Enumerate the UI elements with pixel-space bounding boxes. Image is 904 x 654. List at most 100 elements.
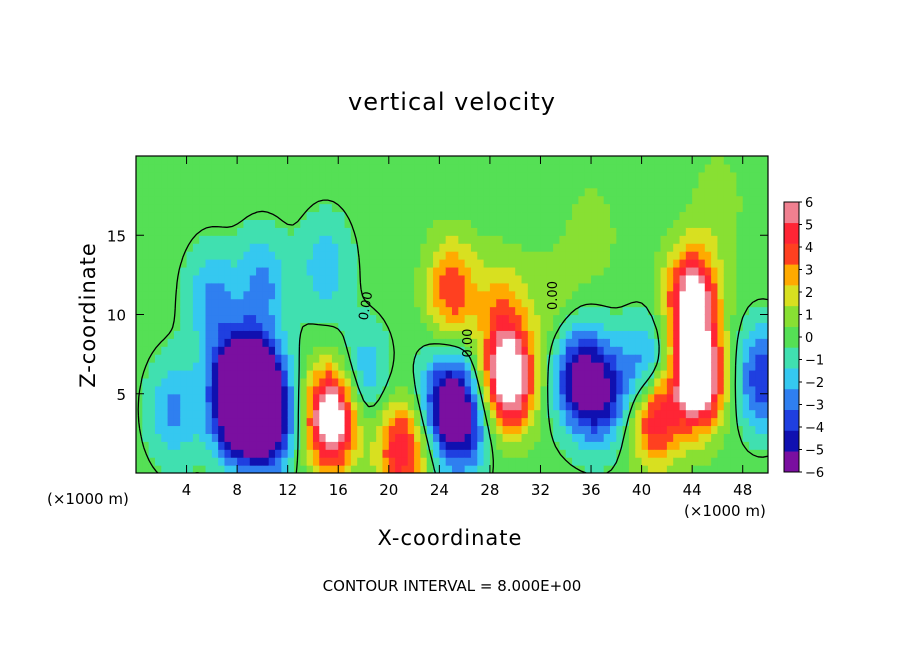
heatmap-cell <box>363 449 371 458</box>
heatmap-cell <box>698 219 706 228</box>
heatmap-cell <box>749 282 756 292</box>
heatmap-cell <box>673 179 681 189</box>
heatmap-cell <box>205 274 213 284</box>
heatmap-cell <box>723 314 731 324</box>
heatmap-cell <box>515 235 523 244</box>
heatmap-cell <box>382 401 390 411</box>
heatmap-cell <box>319 290 327 300</box>
heatmap-cell <box>496 203 504 213</box>
heatmap-cell <box>199 393 207 403</box>
heatmap-cell <box>350 203 358 213</box>
heatmap-cell <box>331 171 339 181</box>
heatmap-cell <box>704 322 712 331</box>
heatmap-cell <box>654 314 662 324</box>
heatmap-cell <box>414 219 421 228</box>
heatmap-cell <box>692 346 700 355</box>
heatmap-cell <box>237 211 245 220</box>
heatmap-cell <box>136 235 143 244</box>
heatmap-cell <box>698 433 706 442</box>
heatmap-cell <box>180 369 188 379</box>
heatmap-cell <box>698 179 706 189</box>
heatmap-cell <box>243 362 251 371</box>
heatmap-cell <box>186 219 194 228</box>
heatmap-cell <box>180 171 188 181</box>
heatmap-cell <box>597 282 605 292</box>
heatmap-cell <box>192 465 200 473</box>
heatmap-cell <box>578 433 586 442</box>
heatmap-cell <box>559 449 567 458</box>
heatmap-cell <box>464 274 472 284</box>
heatmap-cell <box>281 322 289 331</box>
heatmap-cell <box>281 171 289 181</box>
heatmap-cell <box>294 163 301 173</box>
heatmap-cell <box>761 449 768 458</box>
heatmap-cell <box>161 187 169 197</box>
heatmap-cell <box>433 385 440 395</box>
heatmap-cell <box>142 266 150 276</box>
heatmap-cell <box>433 457 440 466</box>
heatmap-cell <box>357 227 365 236</box>
heatmap-cell <box>350 243 358 252</box>
heatmap-cell <box>224 322 232 331</box>
heatmap-cell <box>249 219 257 228</box>
heatmap-cell <box>275 362 282 371</box>
heatmap-cell <box>275 156 282 165</box>
heatmap-cell <box>167 385 175 395</box>
heatmap-cell <box>199 243 207 252</box>
heatmap-cell <box>154 338 162 347</box>
colorbar-segment <box>784 388 799 410</box>
heatmap-cell <box>173 259 181 268</box>
heatmap-cell <box>527 393 535 403</box>
heatmap-cell <box>433 322 440 331</box>
heatmap-cell <box>186 385 194 395</box>
heatmap-cell <box>477 243 485 252</box>
heatmap-cell <box>350 362 358 371</box>
heatmap-cell <box>452 385 459 395</box>
heatmap-cell <box>167 362 175 371</box>
heatmap-cell <box>584 433 592 442</box>
heatmap-cell <box>584 179 592 189</box>
heatmap-cell <box>660 385 668 395</box>
heatmap-cell <box>224 369 232 379</box>
heatmap-cell <box>205 235 213 244</box>
heatmap-cell <box>540 338 548 347</box>
heatmap-cell <box>572 417 579 427</box>
heatmap-cell <box>736 409 744 419</box>
heatmap-cell <box>559 369 567 379</box>
heatmap-cell <box>382 274 390 284</box>
heatmap-cell <box>256 171 263 181</box>
heatmap-cell <box>275 203 282 213</box>
heatmap-cell <box>420 179 428 189</box>
heatmap-cell <box>584 409 592 419</box>
heatmap-cell <box>262 441 270 450</box>
heatmap-cell <box>249 259 257 268</box>
heatmap-cell <box>319 282 327 292</box>
heatmap-cell <box>230 330 238 339</box>
heatmap-cell <box>338 369 346 379</box>
heatmap-cell <box>647 417 655 427</box>
heatmap-cell <box>369 306 377 316</box>
heatmap-cell <box>496 449 504 458</box>
heatmap-cell <box>211 187 219 197</box>
heatmap-cell <box>407 171 415 181</box>
heatmap-cell <box>325 235 333 244</box>
heatmap-cell <box>666 274 674 284</box>
heatmap-cell <box>312 457 320 466</box>
heatmap-cell <box>325 362 333 371</box>
heatmap-cell <box>218 449 226 458</box>
contour-lines: 0.00 0.000.00 <box>137 199 768 473</box>
heatmap-cell <box>742 195 750 205</box>
heatmap-cell <box>483 179 491 189</box>
heatmap-cell <box>154 274 162 284</box>
heatmap-cell <box>249 163 257 173</box>
heatmap-cell <box>647 393 655 403</box>
heatmap-cell <box>603 346 611 355</box>
heatmap-cell <box>572 203 579 213</box>
heatmap-cell <box>224 251 232 260</box>
heatmap-cell <box>275 282 282 292</box>
heatmap-cell <box>565 449 573 458</box>
heatmap-cell <box>654 219 662 228</box>
heatmap-cell <box>376 465 384 473</box>
heatmap-cell <box>148 465 156 473</box>
